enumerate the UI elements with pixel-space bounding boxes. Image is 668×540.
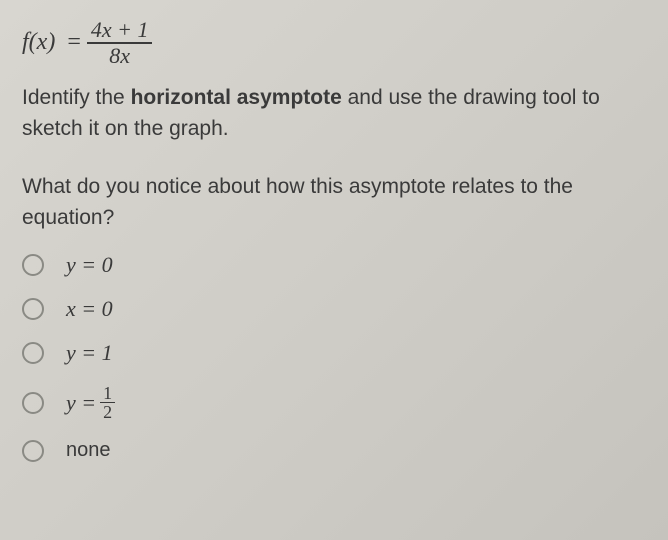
option-c[interactable]: y = 1	[22, 340, 646, 366]
small-fraction: 1 2	[100, 384, 115, 422]
equation-lhs: f(x)	[22, 29, 55, 56]
radio-icon	[22, 298, 44, 320]
instruction-bold: horizontal asymptote	[131, 86, 342, 109]
small-frac-den: 2	[100, 403, 115, 421]
denominator: 8x	[105, 44, 134, 68]
option-e-label: none	[66, 439, 111, 462]
radio-icon	[22, 392, 44, 414]
option-b-label: x = 0	[66, 296, 113, 322]
options-group: y = 0 x = 0 y = 1 y = 1 2 none	[22, 252, 646, 463]
option-c-label: y = 1	[66, 340, 113, 366]
function-equation: f(x) = 4x + 1 8x	[22, 18, 646, 68]
instruction-text: Identify the horizontal asymptote and us…	[22, 82, 646, 145]
instruction-pre: Identify the	[22, 86, 131, 109]
radio-icon	[22, 440, 44, 462]
option-d-label: y = 1 2	[66, 384, 115, 422]
small-frac-num: 1	[100, 384, 115, 402]
fraction: 4x + 1 8x	[87, 18, 153, 68]
option-a-label: y = 0	[66, 252, 113, 278]
question-page: f(x) = 4x + 1 8x Identify the horizontal…	[0, 0, 668, 490]
option-e[interactable]: none	[22, 439, 646, 462]
question-text: What do you notice about how this asympt…	[22, 171, 646, 234]
option-d[interactable]: y = 1 2	[22, 384, 646, 422]
option-d-prefix: y =	[66, 390, 96, 416]
option-b[interactable]: x = 0	[22, 296, 646, 322]
radio-icon	[22, 342, 44, 364]
radio-icon	[22, 254, 44, 276]
option-a[interactable]: y = 0	[22, 252, 646, 278]
numerator: 4x + 1	[87, 18, 153, 42]
equals-sign: =	[67, 29, 81, 56]
